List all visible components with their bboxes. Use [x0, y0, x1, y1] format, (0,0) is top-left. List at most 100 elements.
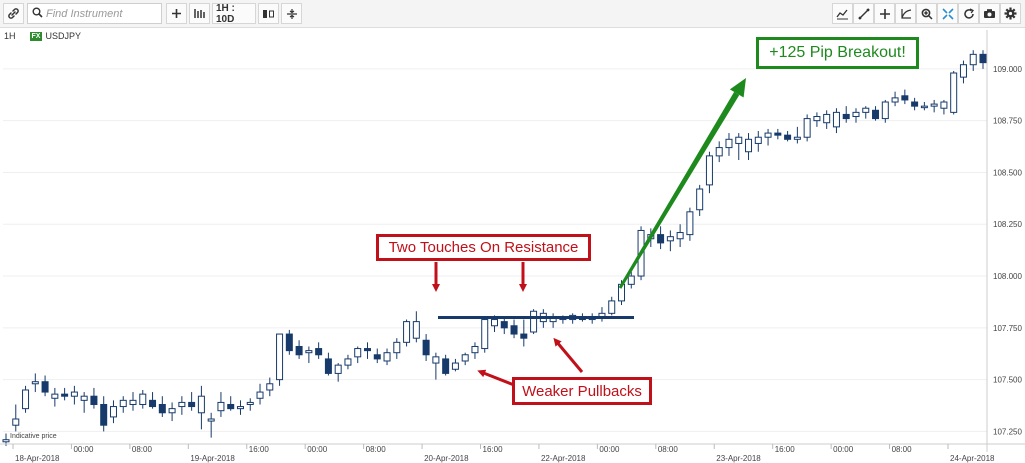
candle-body	[911, 101, 919, 107]
draw-button[interactable]	[832, 3, 853, 24]
candle-body	[491, 319, 498, 327]
candle-body	[393, 341, 401, 354]
candle-body	[412, 321, 420, 339]
candle-body	[471, 345, 479, 354]
resistance-callout: Two Touches On Resistance	[376, 234, 591, 261]
candle-body	[22, 389, 30, 410]
fit-button[interactable]	[937, 3, 958, 24]
chart-type-button[interactable]	[258, 3, 279, 24]
trendline-button[interactable]	[853, 3, 874, 24]
candle-body	[832, 111, 840, 128]
candle-body	[930, 103, 938, 107]
x-tick-label: 23-Apr-2018	[716, 454, 761, 463]
candle-body	[207, 418, 215, 422]
candle-body	[461, 354, 469, 362]
candle-body	[754, 136, 762, 144]
candle-body	[139, 393, 147, 405]
x-tick-label: 16:00	[775, 445, 796, 454]
candle-body	[520, 333, 528, 339]
candle-body	[881, 101, 889, 120]
y-tick-label: 108.000	[993, 272, 1022, 281]
candle-body	[979, 53, 987, 64]
candle-body	[403, 321, 411, 343]
x-tick-label: 00:00	[307, 445, 328, 454]
candle-body	[901, 95, 909, 101]
y-tick-label: 107.500	[993, 376, 1022, 385]
x-tick-label: 18-Apr-2018	[15, 454, 60, 463]
y-tick-label: 108.750	[993, 117, 1022, 126]
candle-type-icon	[262, 8, 275, 20]
indicators-button[interactable]	[189, 3, 210, 24]
candle-body	[715, 147, 723, 157]
breakout-arrow-head	[729, 78, 746, 98]
crosshair-icon	[879, 8, 891, 20]
candle-body	[100, 403, 108, 426]
candle-body	[891, 97, 899, 103]
candle-body	[168, 408, 176, 414]
candle-body	[510, 325, 518, 335]
candle-body	[608, 300, 616, 314]
timeframe-button[interactable]: 1H : 10D	[212, 2, 256, 25]
refresh-button[interactable]	[958, 3, 979, 24]
candle-body	[305, 350, 313, 354]
candle-body	[295, 345, 303, 356]
x-tick-label: 00:00	[599, 445, 620, 454]
candle-body	[324, 358, 332, 374]
candle-body	[178, 401, 186, 408]
zoom-button[interactable]	[916, 3, 937, 24]
refresh-icon	[963, 7, 975, 20]
candle-body	[852, 111, 860, 118]
candle-body	[959, 64, 967, 78]
candle-body	[51, 393, 59, 399]
breakout-callout: +125 Pip Breakout!	[756, 37, 919, 69]
candle-body	[940, 101, 948, 109]
crosshair-button[interactable]	[874, 3, 895, 24]
x-tick-label: 00:00	[73, 445, 94, 454]
candle-body	[363, 348, 371, 352]
candle-body	[217, 401, 225, 412]
x-tick-label: 16:00	[249, 445, 270, 454]
x-tick-label: 00:00	[833, 445, 854, 454]
candle-body	[61, 393, 69, 397]
timeframe-label: 1H : 10D	[216, 2, 235, 25]
candle-body	[149, 399, 157, 408]
candle-body	[276, 333, 284, 381]
candle-body	[823, 113, 831, 124]
toolbar: 1H : 10D	[0, 0, 1025, 28]
candle-body	[383, 352, 391, 362]
candle-body	[266, 383, 274, 391]
screenshot-button[interactable]	[979, 3, 1000, 24]
candle-body	[950, 72, 958, 113]
pullback-callout: Weaker Pullbacks	[512, 377, 652, 405]
fit-icon	[941, 7, 954, 20]
candle-body	[803, 118, 811, 138]
draw-icon	[836, 8, 849, 20]
indicative-price-label: Indicative price	[10, 433, 57, 440]
candle-body	[530, 310, 538, 333]
link-icon[interactable]	[3, 3, 24, 24]
search-input[interactable]	[46, 7, 158, 20]
candle-body	[666, 236, 674, 242]
split-button[interactable]	[281, 3, 302, 24]
candle-body	[745, 138, 753, 153]
plus-icon	[171, 8, 182, 19]
settings-icon	[1004, 7, 1017, 20]
candle-body	[2, 439, 10, 443]
instrument-row: 1H FX USDJPY	[4, 30, 81, 42]
add-instrument-button[interactable]	[166, 3, 187, 24]
y-tick-label: 109.000	[993, 65, 1022, 74]
candle-body	[500, 321, 508, 329]
candle-body	[334, 364, 342, 374]
instrument-search[interactable]	[27, 3, 162, 24]
candle-body	[696, 188, 704, 211]
pullback-callout-text: Weaker Pullbacks	[522, 382, 642, 400]
y-tick-label: 107.250	[993, 427, 1022, 436]
fib-icon	[900, 8, 912, 20]
zoom-icon	[921, 8, 933, 20]
x-tick-label: 08:00	[366, 445, 387, 454]
candle-body	[236, 406, 244, 410]
fib-button[interactable]	[895, 3, 916, 24]
candle-body	[451, 362, 459, 370]
settings-button[interactable]	[1000, 3, 1021, 24]
